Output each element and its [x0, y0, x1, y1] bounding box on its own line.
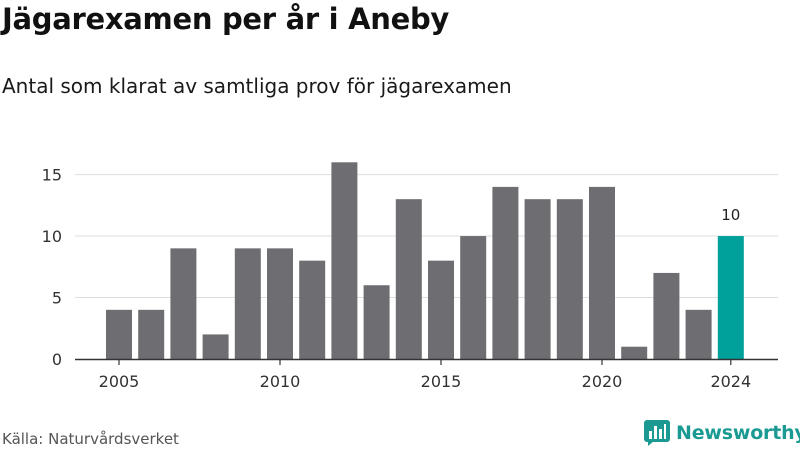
- bar: [234, 248, 261, 359]
- bar: [460, 236, 487, 359]
- bar: [138, 309, 165, 359]
- bar: [331, 162, 358, 359]
- x-tick-label: 2024: [710, 372, 751, 391]
- chart-title: Jägarexamen per år i Aneby: [2, 2, 450, 36]
- bar: [267, 248, 293, 359]
- chart-subtitle: Antal som klarat av samtliga prov för jä…: [2, 74, 512, 98]
- source-note: Källa: Naturvårdsverket: [2, 430, 179, 448]
- x-tick-label: 2005: [99, 372, 140, 391]
- brand-logo: Newsworthy: [644, 420, 800, 446]
- x-tick-label: 2020: [582, 372, 623, 391]
- bar: [653, 272, 680, 359]
- bar: [363, 285, 390, 359]
- bar: [106, 309, 132, 359]
- bar: [170, 248, 197, 359]
- y-tick-label: 10: [42, 227, 62, 246]
- bar: [492, 186, 519, 359]
- bar: [299, 260, 326, 359]
- bar: [589, 186, 615, 359]
- y-tick-label: 15: [42, 166, 62, 185]
- y-tick-label: 0: [52, 350, 62, 369]
- bar: [395, 199, 422, 359]
- x-tick-label: 2010: [260, 372, 301, 391]
- data-label: 10: [721, 206, 740, 224]
- brand-name: Newsworthy: [676, 422, 800, 444]
- bar-chart-bubble-icon: [644, 420, 670, 446]
- bar: [524, 199, 551, 359]
- bar: [685, 309, 712, 359]
- y-tick-label: 5: [52, 289, 62, 308]
- bar: [428, 260, 454, 359]
- bar: [621, 346, 648, 359]
- bar: [717, 236, 744, 359]
- bar-chart: 0 5 10 15 10 2005 2010 2015 2020 2024: [42, 162, 778, 391]
- bar: [556, 199, 583, 359]
- x-tick-label: 2015: [421, 372, 462, 391]
- bar: [202, 334, 229, 359]
